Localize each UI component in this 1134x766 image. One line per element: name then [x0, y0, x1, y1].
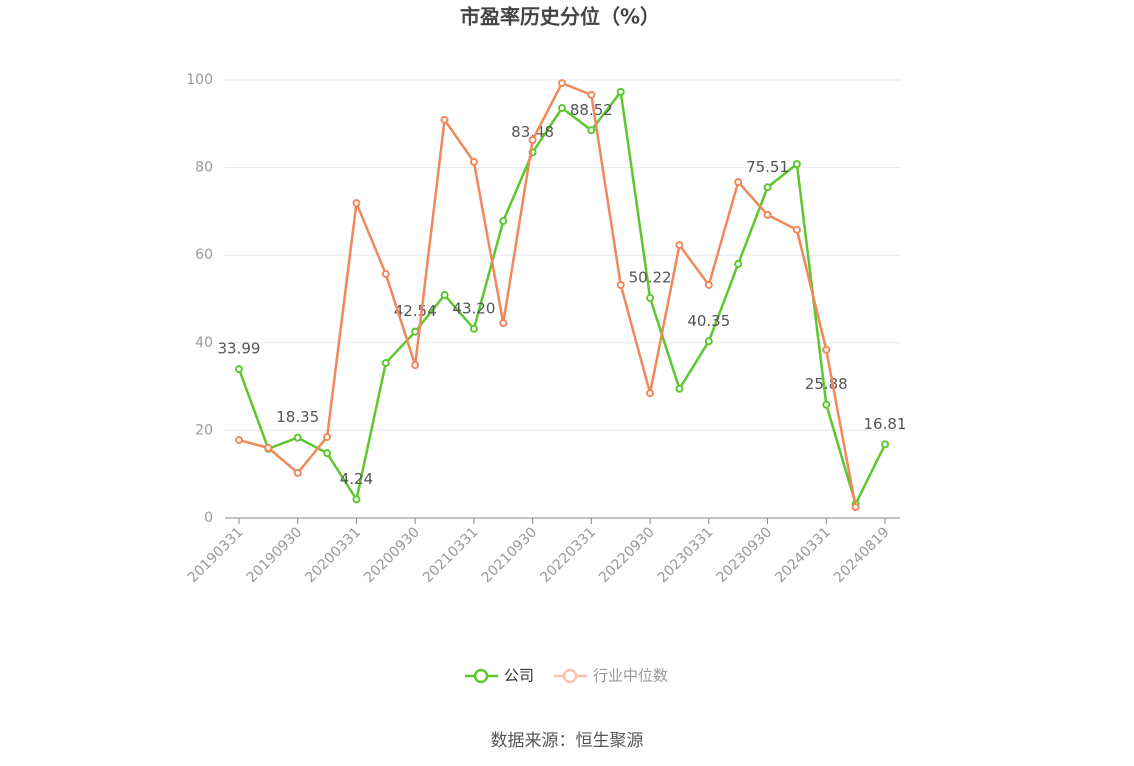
- point: [558, 104, 566, 113]
- y-tick-label: 40: [195, 335, 213, 351]
- legend-item: 公司: [465, 667, 534, 685]
- point: [499, 217, 508, 226]
- point: [323, 432, 332, 441]
- point: [323, 449, 332, 458]
- legend-item: 行业中位数: [554, 667, 668, 685]
- point: [734, 259, 743, 268]
- legend-marker: [562, 668, 578, 684]
- x-tick-label: 20230930: [713, 524, 775, 586]
- x-tick-label: 20210930: [479, 524, 541, 586]
- series-line: [237, 88, 887, 508]
- data-label: 83.48: [511, 123, 554, 141]
- point: [235, 365, 243, 374]
- point: [881, 440, 889, 449]
- x-tick-label: 20240331: [772, 524, 834, 586]
- x-tick-label: 20200930: [361, 524, 423, 586]
- data-label: 33.99: [218, 340, 261, 358]
- point: [704, 280, 713, 289]
- x-tick-label: 20190331: [185, 524, 247, 586]
- x-tick-label: 20220331: [537, 524, 599, 586]
- point: [558, 79, 566, 88]
- point: [763, 183, 772, 192]
- point: [381, 358, 390, 367]
- data-label: 4.24: [340, 470, 373, 488]
- legend-marker: [473, 668, 489, 684]
- point: [381, 270, 390, 279]
- point: [587, 90, 596, 99]
- x-tick-label: 20200331: [302, 524, 364, 586]
- point: [587, 126, 596, 135]
- data-label: 43.20: [452, 299, 495, 317]
- x-tick-label: 20240819: [831, 524, 893, 586]
- point: [646, 294, 655, 303]
- source: 数据来源：恒生聚源: [491, 731, 644, 751]
- point: [616, 87, 625, 96]
- point: [235, 436, 243, 445]
- point: [293, 468, 302, 477]
- data-label: 75.51: [746, 158, 789, 176]
- point: [440, 115, 449, 124]
- point: [851, 503, 860, 512]
- point: [822, 400, 831, 409]
- data-label: 88.52: [570, 101, 613, 119]
- y-tick-label: 100: [186, 72, 213, 88]
- data-label: 50.22: [629, 269, 672, 287]
- point: [616, 280, 625, 289]
- data-label: 40.35: [687, 312, 730, 330]
- x-tick-label: 20210331: [420, 524, 482, 586]
- point: [646, 389, 655, 398]
- point: [352, 495, 361, 504]
- point: [411, 361, 420, 370]
- chart-title: 市盈率历史分位（%）: [460, 5, 660, 29]
- x-tick-label: 20220930: [596, 524, 658, 586]
- point: [734, 178, 743, 187]
- point: [469, 324, 478, 333]
- point: [469, 157, 478, 166]
- point: [440, 291, 449, 300]
- data-label: 25.88: [805, 375, 848, 393]
- point: [499, 319, 508, 328]
- x-tick-label: 20230331: [655, 524, 717, 586]
- point: [675, 241, 684, 250]
- legend-label: 公司: [504, 667, 534, 685]
- series-line: [238, 81, 857, 508]
- point: [792, 160, 801, 169]
- point: [675, 384, 684, 393]
- y-tick-label: 60: [195, 247, 213, 263]
- point: [293, 433, 302, 442]
- data-label: 16.81: [864, 415, 907, 433]
- data-label: 42.54: [394, 302, 437, 320]
- data-label: 18.35: [276, 408, 319, 426]
- point: [264, 443, 273, 452]
- point: [792, 225, 801, 234]
- y-tick-label: 0: [204, 510, 213, 526]
- point: [704, 337, 713, 346]
- y-tick-label: 80: [195, 160, 213, 176]
- point: [352, 199, 361, 208]
- point: [411, 327, 420, 336]
- point: [528, 136, 537, 145]
- point: [763, 210, 772, 219]
- point: [822, 345, 831, 354]
- y-tick-label: 20: [195, 422, 213, 438]
- legend-label: 行业中位数: [593, 667, 668, 685]
- x-tick-label: 20190930: [244, 524, 306, 586]
